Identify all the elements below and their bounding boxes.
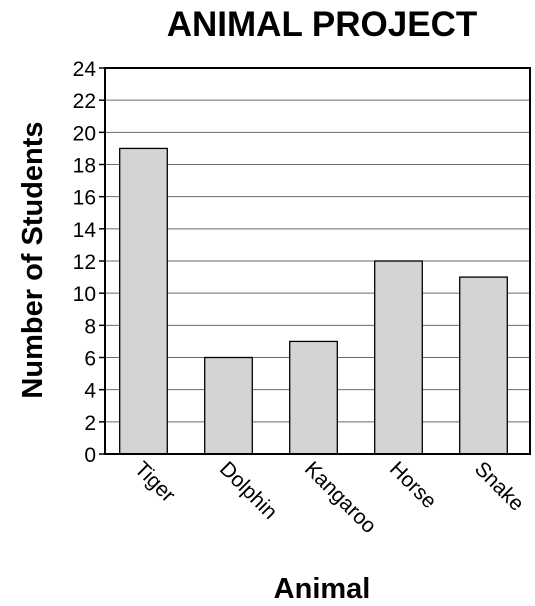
bar-snake — [459, 276, 508, 455]
y-tick-label: 16 — [73, 187, 96, 210]
y-tick-label: 22 — [73, 90, 96, 113]
y-axis-title: Number of Students — [17, 121, 49, 398]
y-tick-label: 2 — [84, 412, 96, 435]
x-tick-label-kangaroo: Kangaroo — [300, 457, 381, 538]
x-tick-label-horse: Horse — [385, 457, 441, 513]
x-tick-label-dolphin: Dolphin — [215, 457, 282, 524]
y-tick-label: 20 — [73, 122, 96, 145]
bar-tiger — [119, 147, 168, 455]
y-tick-label: 8 — [84, 315, 96, 338]
y-tick-label: 4 — [84, 380, 96, 403]
gridlines — [105, 99, 530, 423]
y-tick-label: 12 — [73, 251, 96, 274]
y-tick-label: 0 — [84, 444, 96, 467]
x-axis-title: Animal — [274, 573, 371, 605]
y-tick-label: 14 — [73, 219, 97, 242]
x-tick-label-snake: Snake — [470, 457, 528, 515]
x-tick-label-tiger: Tiger — [130, 457, 180, 507]
bar-horse — [374, 260, 423, 455]
y-tick-label: 18 — [73, 155, 96, 178]
x-axis-labels: Tiger Dolphin Kangaroo Horse Snake — [130, 457, 528, 538]
y-tick-label: 24 — [73, 58, 97, 81]
bar-dolphin — [204, 356, 253, 455]
chart-title: ANIMAL PROJECT — [167, 5, 478, 44]
bars — [119, 147, 508, 455]
y-tick-label: 10 — [73, 283, 96, 306]
y-tick-label: 6 — [84, 348, 96, 371]
bar-kangaroo — [289, 340, 338, 455]
